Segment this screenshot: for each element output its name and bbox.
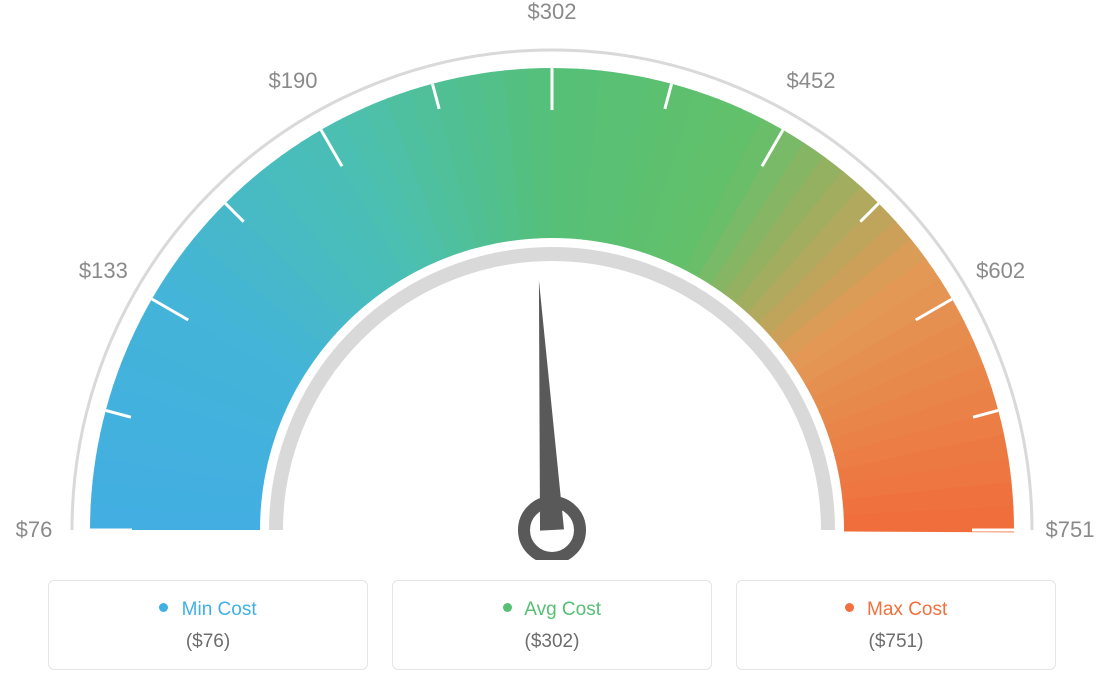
legend-card-max: Max Cost ($751)	[736, 580, 1056, 670]
legend-card-avg: Avg Cost ($302)	[392, 580, 712, 670]
gauge-area: $76 $133 $190 $302 $452 $602 $751	[0, 0, 1104, 560]
gauge-tick-label: $751	[1046, 517, 1095, 543]
legend-title-avg: Avg Cost	[393, 599, 711, 621]
legend-title-max: Max Cost	[737, 599, 1055, 621]
legend-title-text: Max Cost	[867, 599, 947, 620]
gauge-tick-label: $76	[16, 517, 53, 543]
gauge-svg	[0, 0, 1104, 560]
legend-title-text: Min Cost	[182, 599, 257, 620]
gauge-tick-label: $133	[79, 258, 128, 284]
legend-value-max: ($751)	[737, 631, 1055, 653]
legend-row: Min Cost ($76) Avg Cost ($302) Max Cost …	[0, 580, 1104, 670]
dot-icon	[845, 603, 854, 612]
gauge-tick-label: $602	[976, 258, 1025, 284]
gauge-tick-label: $452	[787, 68, 836, 94]
legend-title-min: Min Cost	[49, 599, 367, 621]
gauge-tick-label: $190	[269, 68, 318, 94]
dot-icon	[159, 603, 168, 612]
chart-container: $76 $133 $190 $302 $452 $602 $751 Min Cost ($7…	[0, 0, 1104, 690]
legend-value-min: ($76)	[49, 631, 367, 653]
legend-title-text: Avg Cost	[524, 599, 601, 620]
gauge-tick-label: $302	[528, 0, 577, 25]
legend-value-avg: ($302)	[393, 631, 711, 653]
legend-card-min: Min Cost ($76)	[48, 580, 368, 670]
dot-icon	[503, 603, 512, 612]
